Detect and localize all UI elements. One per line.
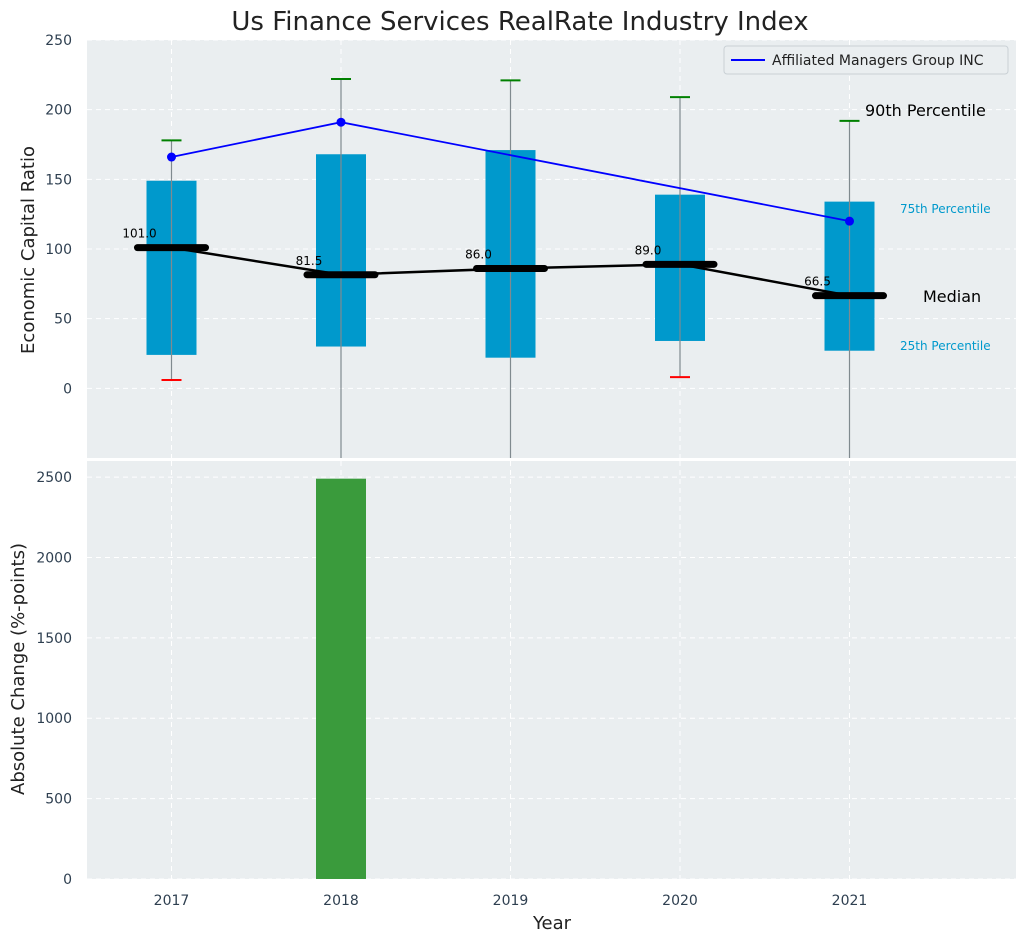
company-series-point xyxy=(845,216,854,226)
change-bar xyxy=(316,478,366,879)
annotation-90th-percentile: 90th Percentile xyxy=(865,101,986,120)
median-value-label: 89.0 xyxy=(635,243,662,257)
annotation-median: Median xyxy=(923,287,981,306)
bottom-y-tick-label: 1000 xyxy=(36,711,72,727)
x-tick-label: 2021 xyxy=(832,893,868,909)
median-value-label: 101.0 xyxy=(122,227,156,241)
bottom-y-axis-label: Absolute Change (%-points) xyxy=(8,543,29,795)
annotation-25th-percentile: 25th Percentile xyxy=(900,339,991,353)
bottom-panel-background xyxy=(87,461,1016,879)
median-value-label: 86.0 xyxy=(465,248,492,262)
chart-title: Us Finance Services RealRate Industry In… xyxy=(231,7,808,37)
top-y-tick-label: 0 xyxy=(63,381,72,397)
median-value-label: 66.5 xyxy=(804,275,831,289)
x-tick-label: 2018 xyxy=(323,893,359,909)
bottom-y-tick-label: 0 xyxy=(63,872,72,888)
bottom-y-tick-label: 2000 xyxy=(36,550,72,566)
bottom-y-tick-label: 500 xyxy=(45,792,72,808)
bottom-y-tick-label: 1500 xyxy=(36,631,72,647)
x-axis-label: Year xyxy=(532,913,572,934)
x-tick-label: 2019 xyxy=(493,893,529,909)
top-y-tick-label: 100 xyxy=(45,242,72,258)
legend-label-company: Affiliated Managers Group INC xyxy=(772,53,984,69)
legend-frame xyxy=(723,45,1009,75)
top-y-tick-label: 150 xyxy=(45,172,72,188)
x-tick-label: 2020 xyxy=(662,893,698,909)
top-y-tick-label: 250 xyxy=(45,33,72,49)
x-tick-label: 2017 xyxy=(154,893,190,909)
top-y-axis-label: Economic Capital Ratio xyxy=(18,146,39,354)
company-series-point xyxy=(336,117,346,127)
top-y-tick-label: 50 xyxy=(54,312,72,328)
annotation-75th-percentile: 75th Percentile xyxy=(900,202,991,216)
median-value-label: 81.5 xyxy=(296,254,323,268)
bottom-y-tick-label: 2500 xyxy=(36,470,72,486)
top-y-tick-label: 200 xyxy=(45,103,72,119)
legend: Affiliated Managers Group INC xyxy=(723,45,1009,75)
company-series-point xyxy=(167,152,176,162)
